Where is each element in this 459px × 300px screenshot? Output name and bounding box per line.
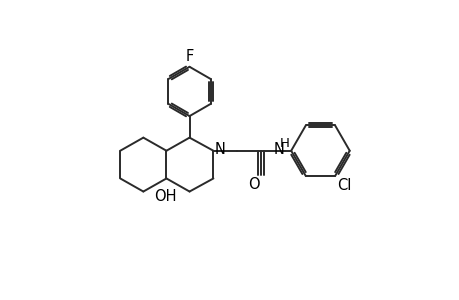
Text: O: O <box>248 177 259 192</box>
Text: OH: OH <box>153 189 176 204</box>
Text: Cl: Cl <box>336 178 351 193</box>
Text: H: H <box>279 136 289 149</box>
Text: N: N <box>214 142 225 158</box>
Text: N: N <box>273 142 284 158</box>
Text: F: F <box>185 49 193 64</box>
